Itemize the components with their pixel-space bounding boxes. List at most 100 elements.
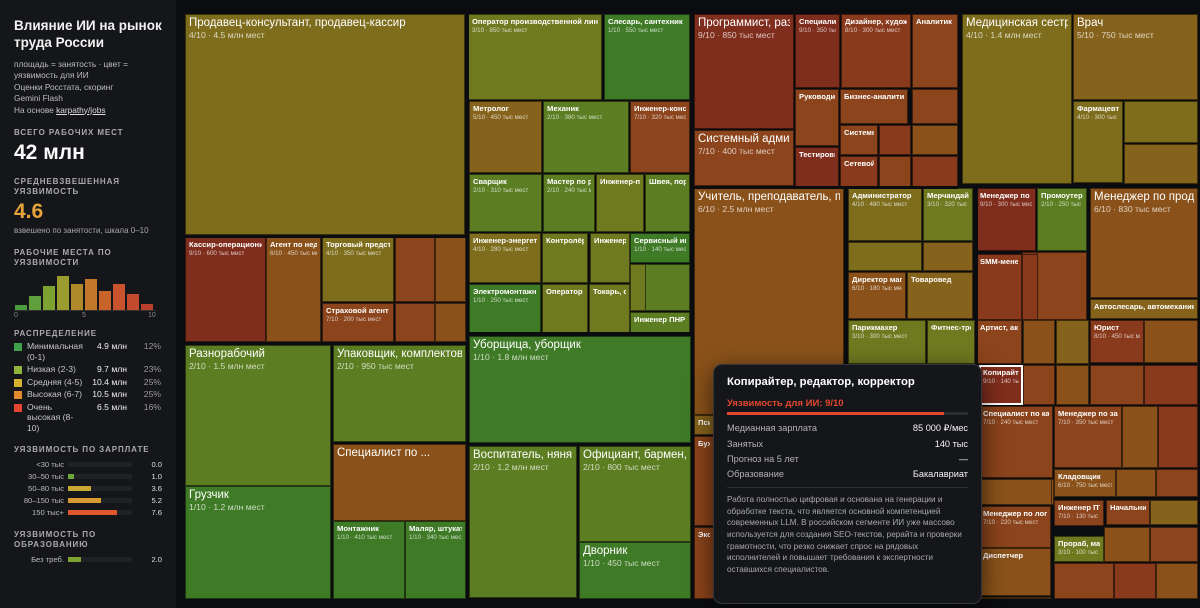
treemap-cell[interactable]: Автослесарь, автомеханик [1090,299,1198,319]
treemap-cell[interactable]: Прораб, мастер3/10 · 100 тыс мест [1054,536,1104,562]
treemap-cell[interactable]: Инженер-конструктор7/10 · 320 тыс мест [630,101,690,173]
treemap-cell-unlabeled[interactable] [1023,320,1055,364]
treemap-cell[interactable]: Уборщица, уборщик 1/10 · 1.8 млн мест [469,336,691,443]
treemap-cell[interactable]: Руководитель [795,89,839,146]
treemap-cell-unlabeled[interactable] [1114,563,1156,599]
treemap-cell[interactable]: Электромонтажник1/10 · 250 тыс мест [469,284,541,334]
treemap-cell[interactable]: Дизайнер, художник8/10 · 300 тыс мест [841,14,911,88]
treemap-cell-unlabeled[interactable] [395,237,435,302]
treemap-cell[interactable]: Фитнес-тренер [927,320,975,364]
treemap-cell-unlabeled[interactable] [1056,320,1089,364]
treemap-cell[interactable]: SMM-менеджер [976,254,1022,320]
treemap-cell[interactable]: Психолог [694,415,714,435]
treemap-cell[interactable]: Воспитатель, няня 2/10 · 1.2 млн мест [469,446,577,598]
treemap-cell-unlabeled[interactable] [1144,365,1198,405]
treemap-cell[interactable]: Бухгалтер [694,436,714,526]
treemap-cell-unlabeled[interactable] [1158,406,1198,468]
treemap-cell[interactable]: Менеджер по продажам6/10 · 830 тыс мест [1090,188,1198,298]
treemap-cell-unlabeled[interactable] [1124,144,1198,184]
treemap-cell[interactable]: Оператор производственной линии 3/10 · 85… [468,14,602,100]
treemap-cell-unlabeled[interactable] [1056,365,1089,405]
treemap-cell[interactable]: Агент по недвижимости6/10 · 450 тыс мест [266,237,321,342]
treemap-cell[interactable]: Менеджер по продажам9/10 · 300 тыс мест [976,188,1036,251]
treemap-cell[interactable]: Программист, разработчик9/10 · 850 тыс м… [694,14,794,129]
treemap-cell[interactable]: Инженер-проектировщик [596,174,644,232]
treemap-cell-unlabeled[interactable] [1122,406,1158,468]
treemap-cell[interactable]: Менеджер по закупкам7/10 · 350 тыс мест [1054,406,1122,468]
treemap-cell[interactable]: Инженер [590,233,630,283]
treemap-cell[interactable]: Артист, актёр [976,320,1022,364]
treemap-cell[interactable]: Инженер ПНР [630,312,690,334]
treemap-cell[interactable]: Директор магазина6/10 · 180 тыс мест [848,272,906,319]
treemap-cell[interactable]: Системный администратор7/10 · 400 тыс ме… [694,130,794,186]
treemap-cell[interactable]: Медицинская сестра 4/10 · 1.4 млн мест [962,14,1072,184]
treemap-cell-unlabeled[interactable] [979,597,1051,599]
treemap-cell[interactable]: Торговый представитель4/10 · 350 тыс мес… [322,237,394,302]
treemap-cell-unlabeled[interactable] [979,479,1053,505]
treemap-cell-unlabeled[interactable] [1150,500,1198,525]
treemap-cell-unlabeled[interactable] [435,237,466,302]
treemap-cell[interactable]: Метролог 5/10 · 450 тыс мест [469,101,542,173]
treemap-cell[interactable]: Специалист по ... [333,444,466,521]
treemap-cell[interactable]: Администратор 4/10 · 480 тыс мест [848,188,922,241]
treemap-cell[interactable]: Официант, бармен, бариста2/10 · 800 тыс … [579,446,691,542]
treemap-cell-unlabeled[interactable] [912,125,958,155]
treemap-cell[interactable]: Швея, портной [645,174,690,232]
treemap-cell-unlabeled[interactable] [848,242,922,271]
treemap-cell[interactable]: Токарь, станочник [589,284,630,334]
treemap-cell[interactable]: Контролёр [542,233,588,283]
treemap-cell[interactable]: Специалист по кадрам7/10 · 240 тыс мест [979,406,1053,478]
treemap-cell[interactable]: Продавец-консультант, продавец-кассир 4/1… [185,14,465,235]
treemap-cell[interactable]: Сервисный инженер1/10 · 140 тыс мест [630,233,690,263]
treemap-cell-unlabeled[interactable] [912,156,958,187]
treemap-cell[interactable]: Кладовщик 6/10 · 750 тыс мест [1054,469,1116,497]
treemap-cell[interactable]: Инженер-энергетик4/10 · 280 тыс мест [469,233,541,283]
treemap-cell-unlabeled[interactable] [879,156,911,187]
treemap-cell-unlabeled[interactable] [1037,252,1087,320]
treemap-cell[interactable]: Страховой агент 7/10 · 200 тыс мест [322,303,394,342]
treemap-cell-unlabeled[interactable] [1124,101,1198,143]
treemap-cell[interactable]: Тестировщик [795,147,839,187]
treemap-cell[interactable]: Кассир-операционист9/10 · 600 тыс мест [185,237,266,342]
treemap-cell[interactable]: Врач 5/10 · 750 тыс мест [1073,14,1198,100]
treemap-cell[interactable]: Диспетчер [979,548,1051,596]
treemap-cell[interactable]: Начальник [1106,500,1150,525]
treemap-cell-unlabeled[interactable] [1144,320,1198,363]
treemap-cell[interactable]: Разнорабочий 2/10 · 1.5 млн мест [185,345,331,486]
treemap-cell-unlabeled[interactable] [1156,563,1198,599]
treemap-cell-unlabeled[interactable] [1150,527,1198,562]
treemap-cell-unlabeled[interactable] [912,89,958,124]
treemap-cell-unlabeled[interactable] [1116,469,1156,497]
treemap-cell[interactable]: Мастер по ремонту2/10 · 240 тыс мест [543,174,595,232]
treemap-cell-unlabeled[interactable] [395,303,435,342]
treemap-cell[interactable]: Экономист [694,527,714,599]
treemap-cell[interactable]: Упаковщик, комплектовщик2/10 · 950 тыс м… [333,345,466,442]
treemap-cell[interactable]: Слесарь, сантехник 1/10 · 550 тыс мест [604,14,690,100]
treemap-cell[interactable]: Мерчандайзер3/10 · 320 тыс мест [923,188,973,241]
source-link[interactable]: karpathy/jobs [56,104,106,115]
treemap-cell-unlabeled[interactable] [1156,469,1198,497]
treemap-cell-unlabeled[interactable] [1023,365,1055,405]
treemap-cell[interactable]: Аналитик [912,14,958,88]
treemap-cell[interactable]: Специалист техподдержки9/10 · 350 тыс ме… [795,14,840,88]
treemap-cell-unlabeled[interactable] [1090,365,1144,405]
treemap-cell[interactable]: Дворник 1/10 · 450 тыс мест [579,542,691,599]
treemap-cell-unlabeled[interactable] [435,303,466,342]
treemap-cell[interactable]: Системный аналитик [840,125,878,155]
treemap-cell[interactable]: Парикмахер 3/10 · 300 тыс мест [848,320,926,364]
treemap-cell-unlabeled[interactable] [645,264,690,311]
treemap-cell-unlabeled[interactable] [923,242,973,271]
treemap-cell-unlabeled[interactable] [1051,479,1054,505]
treemap-cell[interactable]: Механик 2/10 · 380 тыс мест [543,101,629,173]
treemap-cell[interactable]: Инженер ПТО7/10 · 130 тыс мест [1054,500,1104,526]
treemap-cell[interactable]: Сетевой инженер [840,156,878,187]
treemap-cell[interactable]: Сварщик 2/10 · 310 тыс мест [469,174,542,232]
treemap-cell[interactable]: Менеджер по логистике7/10 · 220 тыс мест [979,506,1051,548]
treemap-cell[interactable]: Монтажник 1/10 · 410 тыс мест [333,521,405,599]
treemap-cell[interactable]: Оператор [542,284,588,334]
treemap-cell-selected[interactable]: Копирайтер, редактор, корректор9/10 · 14… [979,365,1023,405]
treemap-cell-unlabeled[interactable] [1054,563,1114,599]
